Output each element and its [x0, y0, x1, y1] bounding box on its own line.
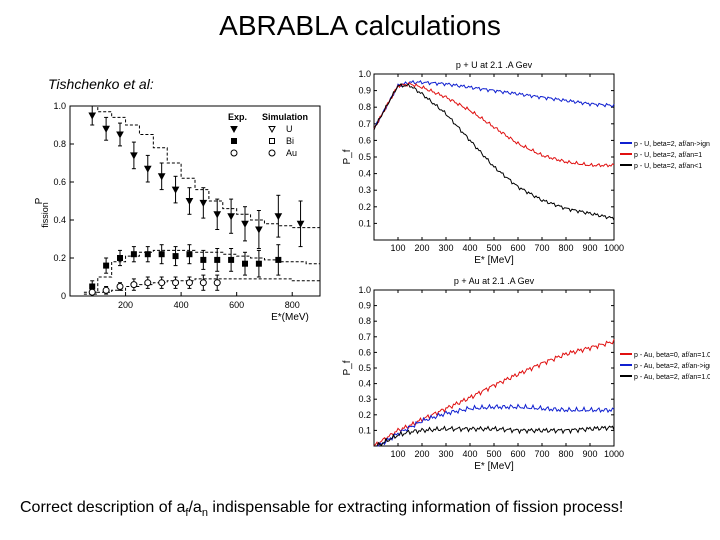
conclusion-part: Correct description of a	[20, 499, 185, 516]
svg-text:0.8: 0.8	[358, 316, 371, 326]
top-right-chart: p + U at 2.1 .A Gev 0.1 0.2 0.3 0.4 0.5 0.6 0.7…	[340, 56, 710, 266]
svg-text:0.9: 0.9	[358, 86, 371, 96]
svg-text:p - Au, beta=2, af/an=1.022: p - Au, beta=2, af/an=1.022	[634, 374, 710, 381]
svg-text:800: 800	[558, 243, 573, 253]
conclusion-part: /a	[188, 499, 201, 516]
svg-text:p - Au, beta=2, af/an->ignatyu: p - Au, beta=2, af/an->ignatyuk	[634, 363, 710, 370]
svg-text:1.0: 1.0	[53, 101, 66, 111]
svg-text:900: 900	[582, 243, 597, 253]
svg-text:0.2: 0.2	[358, 410, 371, 420]
svg-text:400: 400	[462, 243, 477, 253]
svg-text:0.4: 0.4	[358, 379, 371, 389]
svg-text:200: 200	[414, 449, 429, 459]
svg-text:0.1: 0.1	[358, 218, 371, 228]
svg-text:400: 400	[174, 300, 189, 310]
svg-text:1.0: 1.0	[358, 69, 371, 79]
svg-text:p - U, beta=2, af/an<1: p - U, beta=2, af/an<1	[634, 163, 702, 170]
svg-text:p + U at 2.1 .A Gev: p + U at 2.1 .A Gev	[456, 60, 533, 70]
svg-text:0.4: 0.4	[358, 169, 371, 179]
svg-text:Bi: Bi	[286, 136, 294, 146]
svg-text:800: 800	[285, 300, 300, 310]
svg-text:0.4: 0.4	[53, 215, 66, 225]
svg-text:Simulation: Simulation	[262, 112, 308, 122]
svg-text:200: 200	[414, 243, 429, 253]
svg-text:300: 300	[438, 449, 453, 459]
svg-text:700: 700	[534, 449, 549, 459]
svg-text:P_f: P_f	[342, 360, 353, 375]
svg-text:Au: Au	[286, 148, 297, 158]
svg-text:0.3: 0.3	[358, 185, 371, 195]
svg-text:P_f: P_f	[342, 149, 353, 164]
svg-text:500: 500	[486, 243, 501, 253]
svg-text:400: 400	[462, 449, 477, 459]
svg-text:900: 900	[582, 449, 597, 459]
svg-text:300: 300	[438, 243, 453, 253]
conclusion-part: indispensable for extracting information…	[208, 499, 623, 516]
svg-text:800: 800	[558, 449, 573, 459]
svg-text:600: 600	[510, 243, 525, 253]
svg-text:0.9: 0.9	[358, 301, 371, 311]
svg-text:0.6: 0.6	[358, 347, 371, 357]
svg-text:700: 700	[534, 243, 549, 253]
svg-text:0.6: 0.6	[358, 135, 371, 145]
svg-text:E* [MeV]: E* [MeV]	[474, 255, 514, 266]
svg-text:0.2: 0.2	[53, 253, 66, 263]
svg-text:0.3: 0.3	[358, 394, 371, 404]
svg-text:p - U, beta=2, af/an->ignatyuk: p - U, beta=2, af/an->ignatyuk	[634, 141, 710, 148]
svg-text:fission: fission	[40, 202, 50, 228]
svg-text:0.1: 0.1	[358, 425, 371, 435]
svg-text:E*(MeV): E*(MeV)	[271, 312, 309, 323]
svg-text:Exp.: Exp.	[228, 112, 247, 122]
svg-text:100: 100	[390, 243, 405, 253]
svg-text:U: U	[286, 124, 293, 134]
svg-text:0.6: 0.6	[53, 177, 66, 187]
svg-text:1.0: 1.0	[358, 285, 371, 295]
svg-text:500: 500	[486, 449, 501, 459]
svg-text:0: 0	[61, 291, 66, 301]
svg-text:p - U, beta=2, af/an=1: p - U, beta=2, af/an=1	[634, 152, 702, 159]
svg-text:0.5: 0.5	[358, 152, 371, 162]
svg-text:1000: 1000	[604, 449, 624, 459]
svg-text:0.8: 0.8	[53, 139, 66, 149]
svg-text:1000: 1000	[604, 243, 624, 253]
svg-text:0.7: 0.7	[358, 332, 371, 342]
bottom-right-chart: p + Au at 2.1 .A Gev 0.1 0.2 0.3 0.4 0.5 0.6 0.…	[340, 272, 710, 472]
attribution: Tishchenko et al:	[48, 76, 154, 92]
svg-text:p - Au, beta=0, af/an=1.022: p - Au, beta=0, af/an=1.022	[634, 352, 710, 359]
svg-text:600: 600	[229, 300, 244, 310]
svg-text:200: 200	[118, 300, 133, 310]
svg-text:0.7: 0.7	[358, 119, 371, 129]
svg-text:0.2: 0.2	[358, 202, 371, 212]
left-chart: 00.20.40.60.81.0200400600800E*(MeV)Pfiss…	[30, 96, 330, 326]
page-title: ABRABLA calculations	[0, 0, 720, 42]
svg-text:E* [MeV]: E* [MeV]	[474, 461, 514, 472]
conclusion-text: Correct description of af/an indispensab…	[20, 498, 700, 520]
svg-text:0.8: 0.8	[358, 102, 371, 112]
svg-text:0.5: 0.5	[358, 363, 371, 373]
svg-text:600: 600	[510, 449, 525, 459]
svg-text:100: 100	[390, 449, 405, 459]
svg-text:p + Au at 2.1 .A Gev: p + Au at 2.1 .A Gev	[454, 276, 535, 286]
